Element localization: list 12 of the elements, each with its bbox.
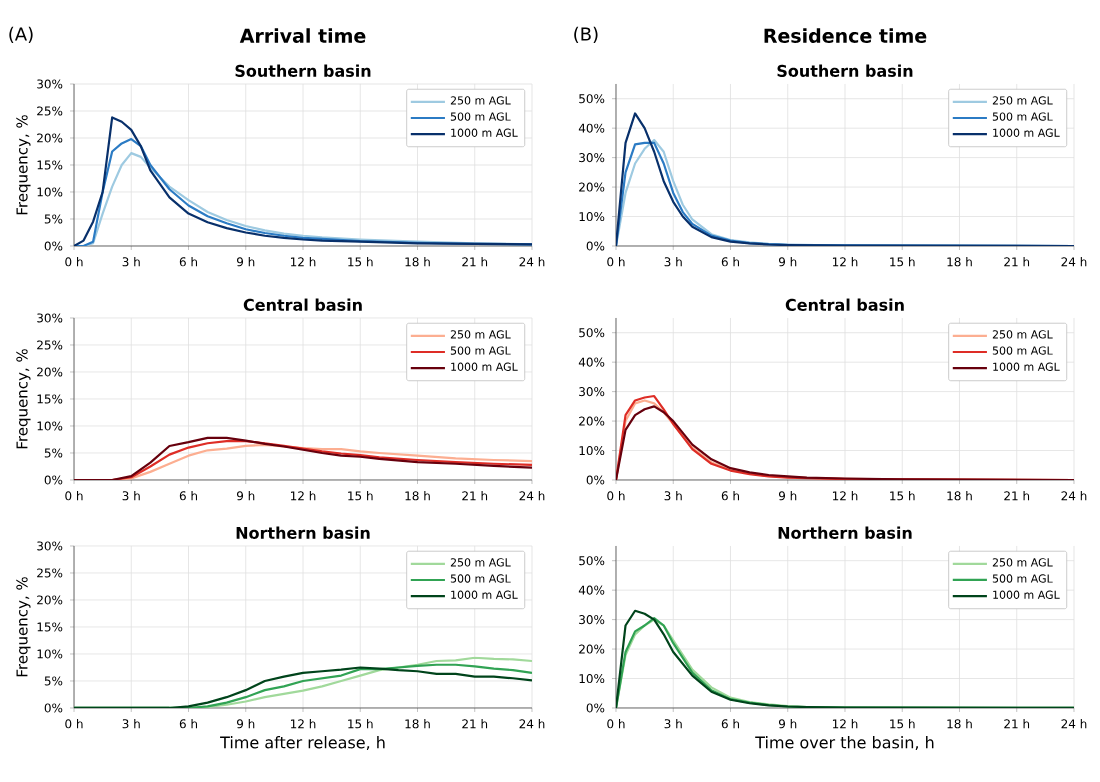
chart-title: Northern basin: [778, 526, 912, 539]
text: (A): [9, 26, 33, 43]
chart-subtitle: Southern basin: [235, 64, 371, 77]
chart-subtitle: Southern basin: [777, 64, 913, 77]
x-axis-title: Time after release, h: [220, 736, 385, 751]
chart-title: Central basin: [243, 298, 362, 311]
chart-title: Northern basin: [236, 526, 370, 539]
x-axis-title: Time over the basin, h: [755, 736, 934, 751]
chart-title: Central basin: [785, 298, 904, 311]
text: (B): [574, 26, 598, 43]
chart-title: Residence time: [764, 28, 927, 43]
chart-title: Arrival time: [239, 28, 366, 43]
